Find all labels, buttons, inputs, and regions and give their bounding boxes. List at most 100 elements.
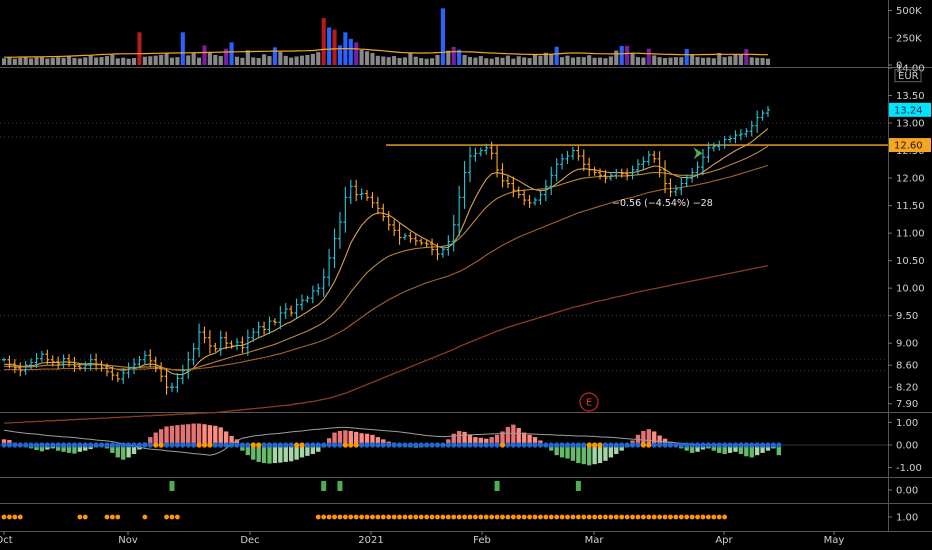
squeeze-dot	[467, 442, 473, 448]
volume-bar	[402, 57, 408, 65]
volume-bar	[1, 58, 7, 65]
squeeze-dot	[304, 442, 311, 448]
squeeze-dot	[646, 442, 652, 448]
squeeze-dot	[711, 442, 717, 448]
event-dot	[413, 514, 419, 520]
volume-bar	[532, 54, 538, 65]
volume-bar	[191, 52, 196, 65]
squeeze-dot	[396, 442, 403, 448]
squeeze-dot	[738, 442, 744, 448]
oscillator-bar	[576, 445, 581, 464]
oscillator-bar	[175, 425, 180, 445]
event-dot	[565, 514, 570, 520]
squeeze-dot	[483, 442, 489, 448]
squeeze-dot	[489, 442, 495, 448]
event-dot	[12, 514, 18, 520]
oscillator-bar	[234, 439, 240, 445]
volume-bar	[738, 54, 743, 65]
oscillator-bar	[484, 438, 489, 445]
oscillator-bar	[223, 431, 229, 445]
squeeze-dot	[413, 442, 419, 448]
squeeze-dot	[776, 442, 782, 448]
squeeze-dot	[434, 442, 441, 448]
oscillator-bar	[316, 445, 321, 452]
volume-bar	[327, 27, 332, 65]
squeeze-dot	[727, 442, 733, 448]
event-dot	[418, 514, 424, 520]
squeeze-dot	[472, 442, 479, 448]
oscillator-bar	[738, 445, 744, 455]
event-dot	[521, 514, 527, 520]
volume-bar	[159, 54, 164, 65]
squeeze-dot	[158, 442, 164, 448]
oscillator-bar	[72, 445, 77, 454]
event-dot	[711, 514, 717, 520]
event-dot	[548, 514, 554, 520]
squeeze-dot	[418, 442, 424, 448]
squeeze-dot	[499, 442, 506, 448]
squeeze-dot	[131, 442, 137, 448]
oscillator-bar	[505, 426, 511, 445]
squeeze-dot	[749, 442, 755, 448]
volume-bar	[673, 57, 678, 65]
squeeze-dot	[147, 442, 153, 448]
squeeze-dot	[445, 442, 451, 448]
squeeze-dot	[126, 442, 132, 448]
osc-tick-label: 1.00	[896, 418, 918, 429]
event-dot	[364, 514, 370, 520]
price-tick-label: 10.00	[896, 284, 925, 295]
time-tick-label: Oct	[0, 535, 13, 546]
volume-bar	[305, 54, 310, 65]
volume-bar	[700, 57, 706, 65]
squeeze-dot	[39, 442, 45, 448]
oscillator-bar	[717, 445, 722, 453]
volume-bar	[386, 57, 391, 65]
squeeze-dot	[191, 442, 197, 448]
oscillator-bar	[348, 430, 353, 445]
event-dot	[489, 514, 495, 520]
event-dot	[462, 514, 467, 520]
oscillator-bar	[652, 431, 657, 445]
squeeze-dot	[185, 442, 191, 448]
squeeze-dot	[283, 442, 289, 448]
event-dot	[586, 514, 592, 520]
volume-bar	[505, 55, 510, 65]
volume-bar	[717, 53, 722, 65]
event-dot	[402, 514, 408, 520]
squeeze-dot	[592, 442, 598, 448]
squeeze-dot	[662, 442, 668, 448]
oscillator-bar	[722, 445, 727, 455]
price-tick-label: 10.50	[896, 256, 925, 267]
volume-bar	[495, 57, 500, 65]
oscillator-bar	[261, 445, 267, 464]
squeeze-dot	[516, 442, 522, 448]
squeeze-dot	[104, 442, 110, 448]
long-ma-line	[4, 264, 769, 424]
medium-ma-line	[4, 145, 769, 371]
price-axis[interactable]: 500K250K014.0013.5013.0012.5012.0011.501…	[888, 6, 931, 524]
squeeze-dot	[759, 442, 766, 448]
level-price-tag-box	[889, 138, 931, 153]
volume-bar	[180, 32, 185, 65]
time-axis[interactable]: Oct Nov Dec 2021 Feb Mar Apr May	[0, 531, 844, 546]
volume-bar	[473, 57, 478, 65]
price-tick-label: 9.00	[896, 339, 918, 350]
arrow-marker-icon	[693, 147, 703, 160]
oscillator-bar	[592, 445, 597, 465]
oscillator-bar	[641, 430, 646, 445]
event-dot	[651, 514, 657, 520]
last-price-tag: 13.24	[894, 105, 923, 116]
oscillator-bar	[608, 445, 614, 458]
oscillator-bar	[462, 431, 467, 445]
volume-bar	[435, 54, 440, 65]
event-dot	[505, 514, 511, 520]
event-dot	[543, 514, 549, 520]
oscillator-bar	[522, 432, 527, 445]
oscillator-bar	[359, 433, 364, 445]
volume-bar	[484, 58, 489, 65]
squeeze-dot	[456, 442, 462, 448]
slow-ma-line	[4, 164, 769, 371]
oscillator-bar	[337, 430, 343, 445]
oscillator-bar	[148, 437, 153, 445]
